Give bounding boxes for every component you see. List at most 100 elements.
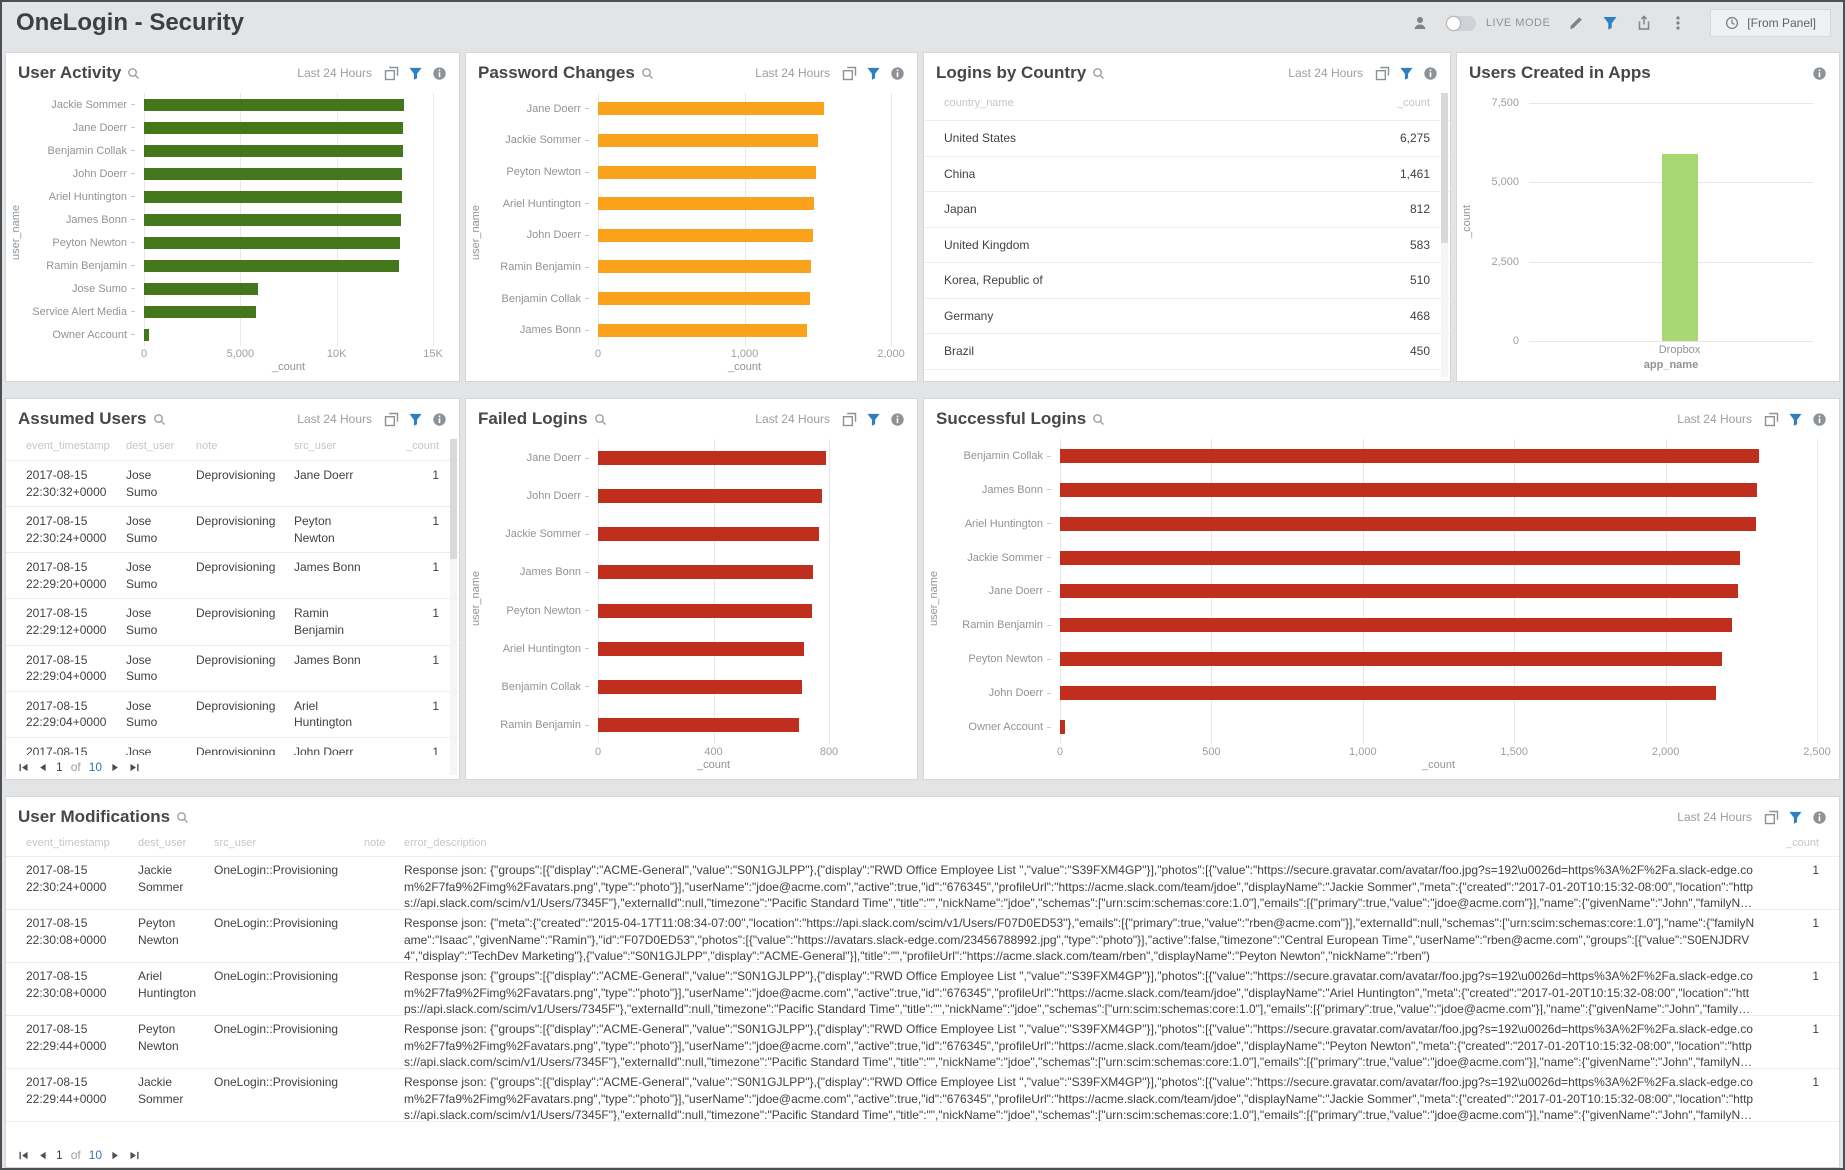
table-row[interactable]: 2017-08-15 22:30:24+0000 Jose Sumo Deprovi… bbox=[6, 507, 459, 554]
bar[interactable] bbox=[1060, 652, 1722, 667]
filter-icon[interactable] bbox=[408, 66, 423, 81]
user-icon[interactable] bbox=[1412, 15, 1428, 31]
bar[interactable] bbox=[1060, 584, 1738, 599]
info-icon[interactable] bbox=[1812, 66, 1827, 81]
table-row[interactable]: China 1,461 bbox=[924, 157, 1450, 193]
table-row[interactable]: 2017-08-15 22:30:32+0000 Jose Sumo Deprovi… bbox=[6, 461, 459, 508]
bar[interactable] bbox=[598, 679, 803, 694]
bar[interactable] bbox=[144, 328, 149, 341]
expand-icon[interactable] bbox=[1375, 66, 1390, 81]
bar[interactable] bbox=[598, 717, 799, 732]
info-icon[interactable] bbox=[1423, 66, 1438, 81]
filter-icon[interactable] bbox=[1602, 15, 1618, 31]
bar[interactable] bbox=[144, 282, 258, 295]
time-range-selector[interactable]: [From Panel] bbox=[1710, 9, 1831, 37]
bar[interactable] bbox=[598, 133, 818, 147]
bar[interactable] bbox=[144, 236, 401, 249]
bar[interactable] bbox=[1060, 516, 1756, 531]
expand-icon[interactable] bbox=[1764, 810, 1779, 825]
table-row[interactable]: 2017-08-15 22:29:44+0000 Jackie Sommer One… bbox=[6, 1069, 1839, 1123]
next-page-icon[interactable] bbox=[110, 762, 121, 773]
bar[interactable] bbox=[1060, 550, 1740, 565]
table-row[interactable]: United States 6,275 bbox=[924, 121, 1450, 157]
bar[interactable] bbox=[598, 565, 814, 580]
table-row[interactable]: 2017-08-15 22:29:20+0000 Jose Sumo Deprovi… bbox=[6, 553, 459, 600]
next-page-icon[interactable] bbox=[110, 1150, 121, 1161]
bar[interactable] bbox=[598, 165, 817, 179]
bar[interactable] bbox=[598, 260, 811, 274]
bar[interactable] bbox=[1060, 719, 1065, 734]
live-mode-toggle[interactable] bbox=[1445, 15, 1476, 31]
search-icon[interactable] bbox=[1092, 67, 1105, 80]
info-icon[interactable] bbox=[1812, 810, 1827, 825]
scrollbar[interactable] bbox=[1441, 93, 1448, 377]
bar[interactable] bbox=[1060, 448, 1760, 463]
share-icon[interactable] bbox=[1636, 15, 1652, 31]
table-row[interactable]: 2017-08-15 22:29:04+0000 Jose Sumo Deprovi… bbox=[6, 646, 459, 692]
bar[interactable] bbox=[144, 305, 256, 318]
last-page-icon[interactable] bbox=[129, 1150, 140, 1161]
edit-icon[interactable] bbox=[1568, 15, 1584, 31]
search-icon[interactable] bbox=[153, 413, 166, 426]
bar[interactable] bbox=[144, 190, 402, 203]
bar[interactable] bbox=[144, 213, 402, 226]
filter-icon[interactable] bbox=[1788, 810, 1803, 825]
table-row[interactable]: Korea, Republic of 510 bbox=[924, 263, 1450, 299]
prev-page-icon[interactable] bbox=[37, 1150, 48, 1161]
info-icon[interactable] bbox=[432, 412, 447, 427]
info-icon[interactable] bbox=[890, 66, 905, 81]
bar[interactable] bbox=[1661, 153, 1698, 341]
filter-icon[interactable] bbox=[1788, 412, 1803, 427]
table-row[interactable]: 2017-08-15 22:29:12+0000 Jose Sumo Deprovi… bbox=[6, 599, 459, 646]
search-icon[interactable] bbox=[594, 413, 607, 426]
first-page-icon[interactable] bbox=[18, 1150, 29, 1161]
search-icon[interactable] bbox=[176, 811, 189, 824]
expand-icon[interactable] bbox=[384, 66, 399, 81]
first-page-icon[interactable] bbox=[18, 762, 29, 773]
table-row[interactable]: United Kingdom 583 bbox=[924, 228, 1450, 264]
bar[interactable] bbox=[598, 451, 827, 466]
kebab-menu-icon[interactable] bbox=[1670, 15, 1686, 31]
table-row[interactable]: France436 bbox=[924, 370, 1450, 381]
bar[interactable] bbox=[144, 259, 400, 272]
bar[interactable] bbox=[1060, 482, 1758, 497]
table-row[interactable]: 2017-08-15 22:29:04+0000 Jose Sumo Deprovi… bbox=[6, 692, 459, 738]
filter-icon[interactable] bbox=[866, 66, 881, 81]
table-row[interactable]: 2017-08-15 22:30:08+0000 Peyton Newton One… bbox=[6, 910, 1839, 964]
scrollbar[interactable] bbox=[450, 439, 457, 775]
prev-page-icon[interactable] bbox=[37, 762, 48, 773]
bar[interactable] bbox=[598, 323, 808, 337]
table-row[interactable]: Japan 812 bbox=[924, 192, 1450, 228]
bar[interactable] bbox=[598, 292, 810, 306]
expand-icon[interactable] bbox=[384, 412, 399, 427]
filter-icon[interactable] bbox=[866, 412, 881, 427]
expand-icon[interactable] bbox=[842, 66, 857, 81]
expand-icon[interactable] bbox=[1764, 412, 1779, 427]
bar[interactable] bbox=[598, 489, 822, 504]
bar[interactable] bbox=[598, 527, 819, 542]
bar[interactable] bbox=[598, 641, 805, 656]
scrollbar-thumb[interactable] bbox=[450, 439, 457, 559]
last-page-icon[interactable] bbox=[129, 762, 140, 773]
bar[interactable] bbox=[598, 603, 812, 618]
bar[interactable] bbox=[1060, 618, 1733, 633]
scrollbar-thumb[interactable] bbox=[1441, 93, 1448, 243]
bar[interactable] bbox=[598, 197, 815, 211]
search-icon[interactable] bbox=[127, 67, 140, 80]
info-icon[interactable] bbox=[890, 412, 905, 427]
info-icon[interactable] bbox=[432, 66, 447, 81]
table-row[interactable]: 2017-08-15 22:29:44+0000 Peyton Newton One… bbox=[6, 1016, 1839, 1070]
table-row[interactable]: 2017-08-15 22:30:24+0000 Jackie Sommer One… bbox=[6, 857, 1839, 911]
info-icon[interactable] bbox=[1812, 412, 1827, 427]
table-row[interactable]: Germany 468 bbox=[924, 299, 1450, 335]
bar[interactable] bbox=[144, 121, 404, 134]
bar[interactable] bbox=[144, 98, 405, 111]
table-row[interactable]: Brazil 450 bbox=[924, 334, 1450, 370]
bar[interactable] bbox=[144, 144, 403, 157]
search-icon[interactable] bbox=[1092, 413, 1105, 426]
bar[interactable] bbox=[598, 228, 813, 242]
expand-icon[interactable] bbox=[842, 412, 857, 427]
filter-icon[interactable] bbox=[1399, 66, 1414, 81]
bar[interactable] bbox=[144, 167, 403, 180]
bar[interactable] bbox=[1060, 686, 1716, 701]
